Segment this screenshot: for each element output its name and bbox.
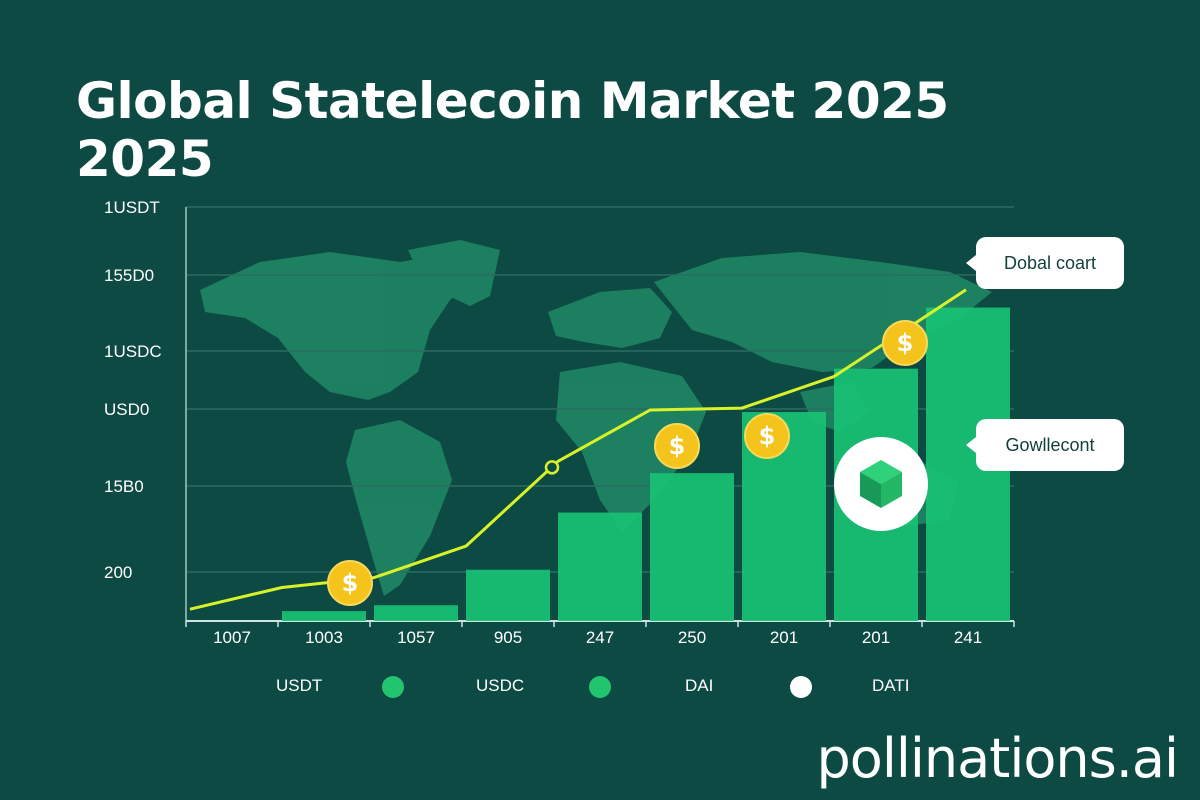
chart-title-line-2: 2025 [76, 130, 214, 188]
y-tick-label: 200 [104, 563, 132, 582]
cube-badge-icon [834, 437, 928, 531]
coin-symbol: $ [897, 329, 914, 357]
x-tick-label: 905 [494, 628, 522, 647]
x-tick-label: 241 [954, 628, 982, 647]
legend-dot-usdc [589, 676, 611, 698]
legend-dot-usdt [382, 676, 404, 698]
legend-label-dati: DATI [872, 676, 910, 695]
callout-growth-coin-label: Gowllecont [1005, 434, 1095, 455]
y-tick-label: 15B0 [104, 477, 144, 496]
x-tick-label: 247 [586, 628, 614, 647]
trend-point [544, 460, 560, 475]
chart-title: Global Statelecoin Market 2025 2025 [76, 72, 949, 188]
trend-line [189, 288, 967, 611]
legend-label-usdt: USDT [276, 676, 323, 695]
chart-legend: USDT USDC DAI DATI [0, 670, 1200, 704]
dollar-coin-icon: $ [882, 320, 928, 366]
x-tick-label: 1057 [397, 628, 435, 647]
legend-dot-dai [790, 676, 812, 698]
coin-symbol: $ [342, 569, 359, 597]
bar [374, 605, 458, 621]
bar [650, 473, 734, 621]
x-tick-label: 201 [770, 628, 798, 647]
y-tick-label: USD0 [104, 400, 149, 419]
legend-label-dai: DAI [685, 676, 714, 695]
dollar-coin-icon: $ [654, 423, 700, 469]
x-tick-label: 250 [678, 628, 706, 647]
coin-symbol: $ [669, 432, 686, 460]
y-tick-label: 155D0 [104, 266, 154, 285]
y-tick-label: 1USDT [104, 198, 160, 217]
dollar-coin-icon: $ [744, 413, 790, 459]
x-tick-label: 1003 [305, 628, 343, 647]
callout-growth-coin: Gowllecont [966, 419, 1124, 471]
y-tick-label: 1USDC [104, 342, 162, 361]
callout-global-chart: Dobal coart [966, 237, 1124, 289]
chart-title-line-1: Global Statelecoin Market 2025 [76, 72, 949, 130]
watermark-logo: pollinations.ai [816, 727, 1179, 790]
callout-global-chart-label: Dobal coart [1003, 252, 1097, 273]
coin-symbol: $ [759, 422, 776, 450]
bar [466, 569, 550, 621]
x-tick-label: 201 [862, 628, 890, 647]
bar [282, 611, 366, 621]
dollar-coin-icon: $ [327, 560, 373, 606]
legend-label-usdc: USDC [476, 676, 525, 695]
x-tick-label: 1007 [213, 628, 251, 647]
bar [558, 512, 642, 621]
